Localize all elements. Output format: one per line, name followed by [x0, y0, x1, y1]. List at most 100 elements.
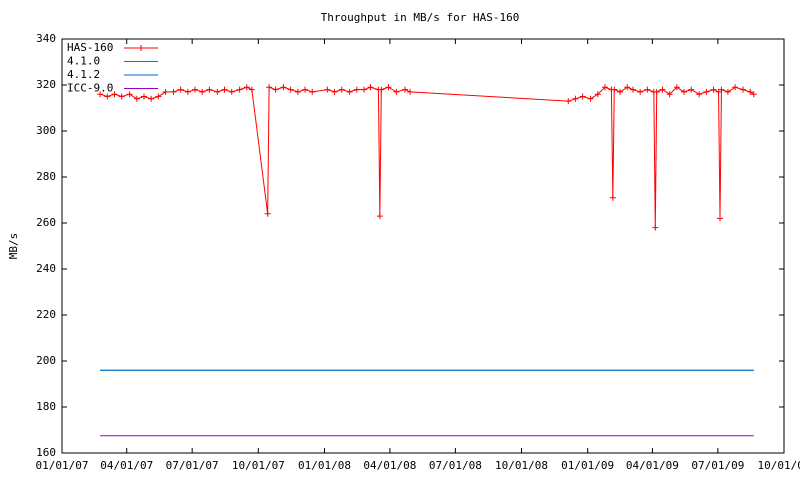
point-marker	[214, 88, 221, 95]
point-marker	[724, 88, 731, 95]
series-line	[99, 86, 755, 228]
point-marker	[192, 86, 199, 93]
y-tick-label: 220	[36, 308, 56, 321]
y-tick-label: 320	[36, 78, 56, 91]
point-marker	[287, 86, 294, 93]
point-marker	[361, 86, 368, 93]
point-marker	[324, 86, 331, 93]
point-marker	[302, 86, 309, 93]
legend-label: HAS-160	[67, 41, 113, 54]
point-marker	[594, 91, 601, 98]
legend-label: 4.1.0	[67, 55, 100, 68]
y-tick-label: 300	[36, 124, 56, 137]
y-axis-label: MB/s	[7, 233, 20, 260]
x-tick-label: 10/01/08	[495, 459, 548, 472]
point-marker	[681, 88, 688, 95]
point-marker	[243, 84, 250, 91]
point-marker	[393, 88, 400, 95]
point-marker	[221, 86, 228, 93]
point-marker	[572, 95, 579, 102]
legend-label: 4.1.2	[67, 68, 100, 81]
point-marker	[236, 86, 243, 93]
legend-label: ICC-9.0	[67, 82, 113, 95]
point-marker	[206, 86, 213, 93]
point-marker	[407, 88, 414, 95]
point-marker	[162, 88, 169, 95]
point-marker	[565, 98, 572, 105]
point-marker	[155, 93, 162, 100]
y-tick-label: 180	[36, 400, 56, 413]
point-marker	[346, 88, 353, 95]
point-marker	[199, 88, 206, 95]
point-marker	[338, 86, 345, 93]
point-marker	[732, 84, 739, 91]
x-tick-label: 04/01/08	[363, 459, 416, 472]
x-tick-label: 07/01/09	[691, 459, 744, 472]
chart-title: Throughput in MB/s for HAS-160	[321, 11, 520, 24]
point-marker	[629, 86, 636, 93]
x-tick-label: 01/01/08	[298, 459, 351, 472]
y-tick-label: 280	[36, 170, 56, 183]
point-marker	[272, 86, 279, 93]
point-marker	[353, 86, 360, 93]
x-tick-label: 01/01/07	[36, 459, 89, 472]
plot-frame	[61, 38, 785, 454]
x-tick-label: 01/01/09	[561, 459, 614, 472]
x-tick-label: 07/01/07	[166, 459, 219, 472]
point-marker	[703, 88, 710, 95]
point-marker	[740, 86, 747, 93]
x-tick-label: 10/01/09	[758, 459, 800, 472]
point-marker	[378, 86, 385, 93]
point-marker	[170, 88, 177, 95]
point-marker	[266, 84, 273, 91]
point-marker	[747, 88, 754, 95]
point-marker	[309, 88, 316, 95]
point-marker	[264, 210, 271, 217]
point-marker	[750, 91, 757, 98]
point-marker	[248, 86, 255, 93]
point-marker	[624, 84, 631, 91]
point-marker	[611, 86, 618, 93]
y-tick-label: 240	[36, 262, 56, 275]
point-marker	[402, 86, 409, 93]
point-marker	[637, 88, 644, 95]
point-marker	[673, 84, 680, 91]
point-marker	[385, 84, 392, 91]
point-marker	[609, 194, 616, 201]
point-marker	[617, 88, 624, 95]
point-marker	[133, 95, 140, 102]
point-marker	[184, 88, 191, 95]
point-marker	[104, 93, 111, 100]
point-marker	[688, 86, 695, 93]
point-marker	[228, 88, 235, 95]
point-marker	[579, 93, 586, 100]
point-marker	[294, 88, 301, 95]
point-marker	[331, 88, 338, 95]
point-marker	[118, 93, 125, 100]
point-marker	[376, 213, 383, 220]
point-marker	[367, 84, 374, 91]
y-tick-label: 340	[36, 32, 56, 45]
point-marker	[653, 88, 660, 95]
point-marker	[280, 84, 287, 91]
y-tick-label: 260	[36, 216, 56, 229]
x-tick-label: 04/01/07	[100, 459, 153, 472]
point-marker	[652, 224, 659, 231]
x-tick-label: 04/01/09	[626, 459, 679, 472]
point-marker	[718, 86, 725, 93]
point-marker	[97, 91, 104, 98]
x-tick-label: 07/01/08	[429, 459, 482, 472]
point-marker	[659, 86, 666, 93]
y-tick-label: 200	[36, 354, 56, 367]
y-tick-label: 160	[36, 446, 56, 459]
point-marker	[587, 95, 594, 102]
point-marker	[666, 91, 673, 98]
point-marker	[177, 86, 184, 93]
point-marker	[126, 91, 133, 98]
point-marker	[601, 84, 608, 91]
point-marker	[696, 91, 703, 98]
point-marker	[111, 91, 118, 98]
point-marker	[644, 86, 651, 93]
